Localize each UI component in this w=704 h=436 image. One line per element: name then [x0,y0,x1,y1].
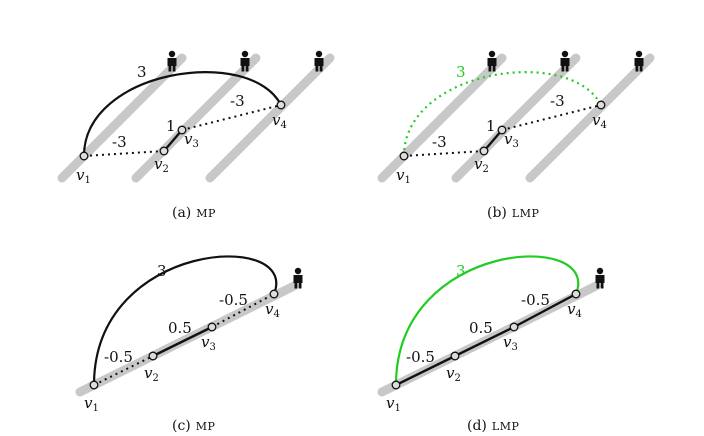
edge-v1-v4 [394,255,580,386]
edge-v1-v2 [395,354,456,387]
track-line [131,53,261,183]
node-v3 [497,125,507,135]
node-v4 [596,100,606,110]
node-v2 [450,351,460,361]
node-v2 [479,146,489,156]
node-v4 [571,289,581,299]
edge-v2-v3 [163,129,183,152]
panel-a: 3 -3 1 -3 v1 v2 v3 v4 (a) MP [57,50,335,221]
node-label-v4: v4 [265,300,280,320]
caption-d: (d) LMP [467,418,519,434]
weight-v3-v4: -3 [230,92,245,110]
weight-v2-v3: 0.5 [469,319,493,337]
node-v1 [79,151,89,161]
weight-v2-v3: 1 [486,117,496,135]
node-label-v2: v2 [474,155,489,175]
weight-v2-v3: 1 [166,117,176,135]
node-label-v1: v1 [84,394,99,414]
track-line [57,53,187,183]
weight-v1-v2: -0.5 [104,348,133,366]
weight-v1-v2: -0.5 [406,348,435,366]
edge-v2-v3 [483,129,503,152]
track-line [377,53,507,183]
node-label-v2: v2 [144,364,159,384]
track-line [451,53,581,183]
node-label-v4: v4 [567,300,582,320]
edge-v1-v4 [82,71,282,157]
panel-c: 3 -0.5 0.5 -0.5 v1 v2 v3 v4 (c) MP [75,255,303,434]
edge-v3-v4 [181,104,282,131]
weight-v1-v2: -3 [112,133,127,151]
node-v1 [391,380,401,390]
panel-d: 3 -0.5 0.5 -0.5 v1 v2 v3 v4 (d) LMP [377,255,605,434]
weight-v1-v2: -3 [432,133,447,151]
weight-v1-v4: 3 [456,262,466,280]
node-v4 [276,100,286,110]
weight-v1-v4: 3 [456,63,466,81]
edge-v1-v2 [93,355,154,386]
edge-v1-v2 [403,150,485,157]
caption-a: (a) MP [172,205,216,221]
node-label-v1: v1 [76,166,91,186]
node-label-v3: v3 [201,333,216,353]
track-line [205,53,335,183]
node-v3 [207,322,217,332]
weight-v3-v4: -3 [550,92,565,110]
node-v4 [269,289,279,299]
node-label-v1: v1 [396,166,411,186]
weight-v2-v3: 0.5 [168,319,192,337]
edge-v3-v4 [501,104,602,131]
caption-c: (c) MP [172,418,216,434]
node-v2 [159,146,169,156]
edge-v2-v3 [152,325,213,358]
node-v3 [177,125,187,135]
track-lines [377,53,655,183]
node-label-v2: v2 [446,364,461,384]
weight-v1-v4: 3 [157,262,167,280]
node-label-v4: v4 [592,111,607,131]
node-v3 [509,322,519,332]
node-v2 [148,351,158,361]
panel-b: 3 -3 1 -3 v1 v2 v3 v4 (b) LMP [377,50,655,221]
edge-v1-v4 [92,255,278,386]
node-v1 [89,380,99,390]
edge-v3-v4 [513,292,577,329]
track-lines [57,53,335,183]
node-label-v2: v2 [154,155,169,175]
weight-v1-v4: 3 [137,63,147,81]
node-v1 [399,151,409,161]
weight-v3-v4: -0.5 [219,291,248,309]
edge-v2-v3 [454,325,515,358]
node-label-v3: v3 [504,130,519,150]
track-line [525,53,655,183]
node-label-v1: v1 [386,394,401,414]
caption-b: (b) LMP [487,205,539,221]
edge-v1-v4 [402,71,602,157]
node-label-v4: v4 [272,111,287,131]
edge-v1-v2 [83,150,165,157]
weight-v3-v4: -0.5 [521,291,550,309]
node-label-v3: v3 [184,130,199,150]
node-label-v3: v3 [503,333,518,353]
